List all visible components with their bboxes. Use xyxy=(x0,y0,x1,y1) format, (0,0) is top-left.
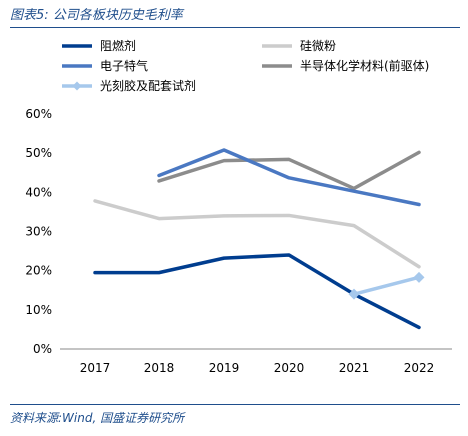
legend-label: 电子特气 xyxy=(100,58,148,73)
y-tick-label: 20% xyxy=(25,264,52,278)
data-point xyxy=(413,271,425,283)
series-line xyxy=(93,253,421,330)
legend-label: 硅微粉 xyxy=(300,39,336,53)
x-tick-label: 2018 xyxy=(144,361,175,375)
y-axis: 0% 10% 20% 30% 40% 50% 60% xyxy=(25,107,52,356)
y-tick-label: 50% xyxy=(25,146,52,160)
plot-area xyxy=(93,148,425,330)
series-2 xyxy=(93,199,421,269)
series-5 xyxy=(348,271,425,300)
footer-divider xyxy=(10,404,460,405)
title-divider xyxy=(10,27,460,28)
series-line xyxy=(157,150,421,191)
legend-marker xyxy=(72,81,82,91)
data-point xyxy=(348,288,360,300)
legend-item-2: 硅微粉 xyxy=(262,39,336,53)
legend-label: 光刻胶及配套试剂 xyxy=(100,78,196,93)
x-tick-label: 2021 xyxy=(339,361,370,375)
x-tick-label: 2022 xyxy=(404,361,435,375)
legend-label: 半导体化学材料(前驱体) xyxy=(300,58,429,73)
x-tick-label: 2020 xyxy=(274,361,305,375)
x-tick-label: 2019 xyxy=(209,361,240,375)
legend-item-4: 半导体化学材料(前驱体) xyxy=(262,58,429,73)
legend-item-5: 光刻胶及配套试剂 xyxy=(62,78,196,93)
source-note: 资料来源:Wind, 国盛证券研究所 xyxy=(10,411,185,425)
y-tick-label: 60% xyxy=(25,107,52,121)
series-4 xyxy=(157,150,421,191)
y-tick-label: 30% xyxy=(25,225,52,239)
legend-item-3: 电子特气 xyxy=(62,58,148,73)
x-axis: 2017 2018 2019 2020 2021 2022 xyxy=(60,348,452,375)
series-line xyxy=(352,275,421,296)
legend-item-1: 阻燃剂 xyxy=(62,38,136,53)
y-tick-label: 0% xyxy=(33,342,52,356)
x-tick-label: 2017 xyxy=(80,361,111,375)
series-1 xyxy=(93,253,421,330)
series-3 xyxy=(157,148,421,207)
y-tick-label: 40% xyxy=(25,185,52,199)
legend-label: 阻燃剂 xyxy=(100,38,136,53)
figure-title: 图表5: 公司各板块历史毛利率 xyxy=(10,8,183,23)
y-tick-label: 10% xyxy=(25,303,52,317)
series-line xyxy=(93,199,421,269)
